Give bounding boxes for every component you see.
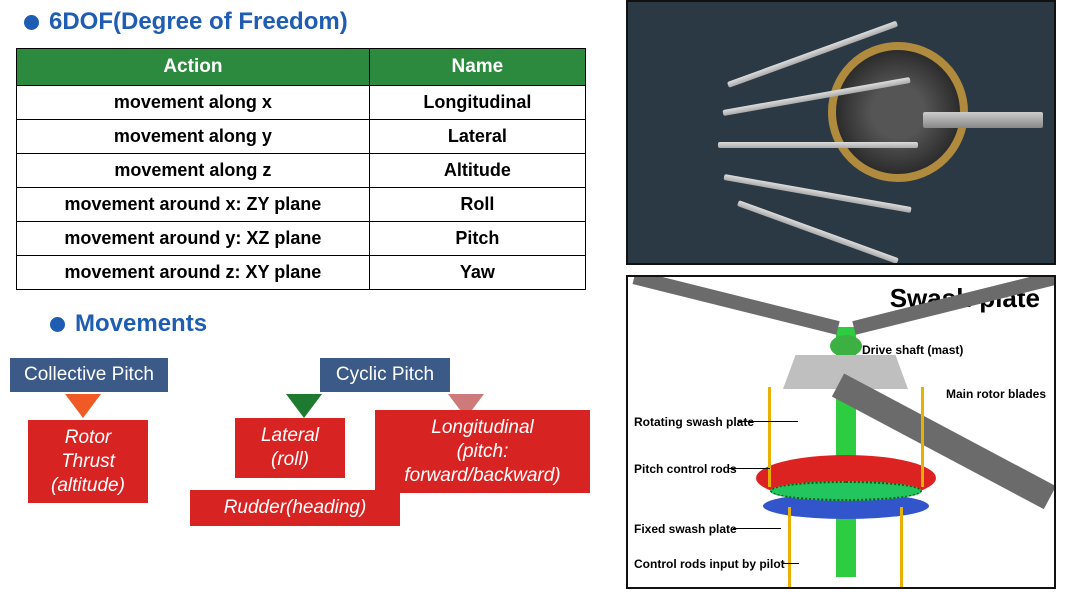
rotor-thrust-box: Rotor Thrust (altitude) <box>28 420 148 503</box>
lateral-box: Lateral (roll) <box>235 418 345 478</box>
callout-pitch-rods: Pitch control rods <box>634 462 737 476</box>
callout-control-rods: Control rods input by pilot <box>634 557 785 571</box>
arrow-down-icon <box>286 394 322 418</box>
rotor-hub-image <box>626 0 1056 265</box>
movements-heading: Movements <box>50 310 610 338</box>
table-row: movement around y: XZ planePitch <box>17 222 586 256</box>
table-row: movement along zAltitude <box>17 154 586 188</box>
callout-rotating-plate: Rotating swash plate <box>634 415 754 429</box>
dof-table: Action Name movement along xLongitudinal… <box>16 48 586 290</box>
table-row: movement around z: XY planeYaw <box>17 256 586 290</box>
callout-drive-shaft: Drive shaft (mast) <box>862 343 963 357</box>
bullet-icon <box>50 317 65 332</box>
longitudinal-box: Longitudinal (pitch: forward/backward) <box>375 410 590 493</box>
dof-heading-text: 6DOF(Degree of Freedom) <box>49 8 348 36</box>
table-row: movement along xLongitudinal <box>17 86 586 120</box>
table-row: movement along yLateral <box>17 120 586 154</box>
arrow-down-icon <box>65 394 101 418</box>
movements-section: Movements Collective Pitch Rotor Thrust … <box>10 310 610 540</box>
table-row: movement around x: ZY planeRoll <box>17 188 586 222</box>
callout-main-blades: Main rotor blades <box>936 387 1046 401</box>
rudder-box: Rudder(heading) <box>190 490 400 526</box>
th-action: Action <box>17 49 370 86</box>
dof-heading: 6DOF(Degree of Freedom) <box>24 8 610 36</box>
th-name: Name <box>369 49 585 86</box>
movements-heading-text: Movements <box>75 310 207 338</box>
swash-plate-diagram: Swash plate Drive shaft (mast) Main roto… <box>626 275 1056 589</box>
collective-pitch-label: Collective Pitch <box>10 358 168 392</box>
bullet-icon <box>24 15 39 30</box>
cyclic-pitch-label: Cyclic Pitch <box>320 358 450 392</box>
callout-fixed-plate: Fixed swash plate <box>634 522 737 536</box>
